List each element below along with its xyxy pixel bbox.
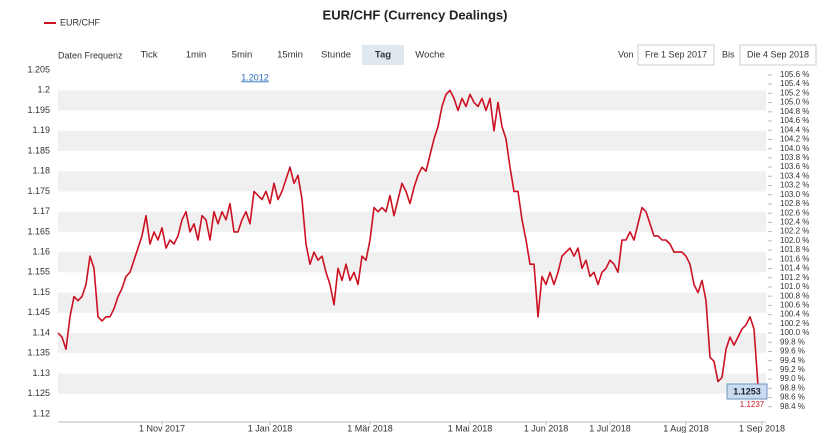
y2-tick-label: 100.4 %: [780, 310, 809, 319]
x-tick-label: 1 Sep 2018: [739, 423, 785, 433]
y2-tick-label: 103.6 %: [780, 162, 809, 171]
y2-tick-label: 101.0 %: [780, 282, 809, 291]
button[interactable]: Stunde: [321, 50, 351, 61]
button[interactable]: Woche: [415, 50, 444, 61]
low-label: 1.1237: [740, 400, 765, 409]
y2-tick-label: 104.8 %: [780, 107, 809, 116]
y2-tick-label: 99.8 %: [780, 337, 805, 346]
y2-tick-label: 104.6 %: [780, 116, 809, 125]
y2-tick-label: 101.4 %: [780, 264, 809, 273]
grid-bands: [58, 90, 766, 394]
y-tick-label: 1.145: [27, 307, 50, 317]
y2-tick-label: 104.4 %: [780, 125, 809, 134]
y2-tick-label: 99.4 %: [780, 356, 805, 365]
y2-tick-label: 102.8 %: [780, 199, 809, 208]
y2-tick-label: 103.2 %: [780, 181, 809, 190]
y2-tick-label: 103.4 %: [780, 171, 809, 180]
y2-tick-label: 102.2 %: [780, 227, 809, 236]
x-tick-label: 1 Mai 2018: [448, 423, 493, 433]
y-tick-label: 1.125: [27, 388, 50, 398]
to-date: Die 4 Sep 2018: [747, 49, 809, 59]
y2-tick-label: 105.0 %: [780, 98, 809, 107]
y2-tick-label: 104.0 %: [780, 144, 809, 153]
button-active-bg: [362, 45, 404, 65]
x-tick-label: 1 Mär 2018: [347, 423, 393, 433]
y2-tick-label: 100.2 %: [780, 319, 809, 328]
y-tick-label: 1.135: [27, 348, 50, 358]
to-input[interactable]: [739, 44, 817, 66]
price-box: [726, 383, 768, 400]
y2-tick-label: 99.2 %: [780, 365, 805, 374]
y2-tick-label: 99.6 %: [780, 347, 805, 356]
button[interactable]: 5min: [232, 50, 253, 61]
y2-tick-label: 99.0 %: [780, 374, 805, 383]
y-tick-label: 1.2: [37, 85, 50, 95]
y2-tick-label: 98.6 %: [780, 393, 805, 402]
grid-band: [58, 90, 766, 111]
grid-band: [58, 373, 766, 394]
y2-tick-label: 102.6 %: [780, 208, 809, 217]
chart-title: EUR/CHF (Currency Dealings): [323, 7, 508, 22]
frequency-buttons: Tick 1min 5min 15min Stunde Tag Woche: [140, 45, 445, 65]
button[interactable]: 15min: [277, 50, 303, 61]
y2-tick-label: 103.0 %: [780, 190, 809, 199]
y2-tick-label: 105.6 %: [780, 70, 809, 79]
to-label: Bis: [722, 49, 735, 59]
y2-tick-label: 102.4 %: [780, 218, 809, 227]
button[interactable]: 1min: [186, 50, 207, 61]
frequency-label: Daten Frequenz: [58, 50, 123, 60]
x-tick-label: 1 Nov 2017: [139, 423, 185, 433]
x-tick-label: 1 Jul 2018: [589, 423, 631, 433]
y2-tick-label: 102.0 %: [780, 236, 809, 245]
y-tick-label: 1.165: [27, 226, 50, 236]
y-tick-label: 1.16: [32, 246, 50, 256]
grid-band: [58, 130, 766, 151]
y2-tick-label: 105.2 %: [780, 88, 809, 97]
y-tick-label: 1.14: [32, 327, 50, 337]
y2-tick-label: 100.8 %: [780, 291, 809, 300]
y-tick-label: 1.18: [32, 166, 50, 176]
y2-tick-label: 98.4 %: [780, 402, 805, 411]
y2-tick-label: 100.0 %: [780, 328, 809, 337]
y-tick-label: 1.17: [32, 206, 50, 216]
y-tick-label: 1.15: [32, 287, 50, 297]
y2-tick-label: 100.6 %: [780, 300, 809, 309]
from-date: Fre 1 Sep 2017: [645, 49, 707, 59]
y2-tick-label: 101.2 %: [780, 273, 809, 282]
x-tick-label: 1 Jan 2018: [248, 423, 293, 433]
y2-tick-label: 98.8 %: [780, 383, 805, 392]
y-tick-label: 1.195: [27, 105, 50, 115]
legend-label[interactable]: EUR/CHF: [60, 17, 101, 27]
y2-tick-label: 101.6 %: [780, 254, 809, 263]
price-label: 1.1253: [733, 386, 761, 396]
y-tick-label: 1.12: [32, 408, 50, 418]
series-line: [57, 89, 767, 400]
x-tick-label: 1 Jun 2018: [524, 423, 569, 433]
button[interactable]: Tick: [140, 50, 157, 61]
y-tick-label: 1.13: [32, 368, 50, 378]
y2-tick-label: 104.2 %: [780, 135, 809, 144]
y-tick-label: 1.205: [27, 64, 50, 74]
y-tick-label: 1.175: [27, 186, 50, 196]
grid-band: [58, 252, 766, 273]
from-input[interactable]: [637, 44, 715, 66]
x-tick-label: 1 Aug 2018: [663, 423, 709, 433]
plot: 1.12 1.125 1.13 1.135 1.14 1.145 1.15 1.155 1.16…: [27, 64, 809, 433]
button-active[interactable]: Tag: [375, 50, 391, 61]
y2-tick-label: 105.4 %: [780, 79, 809, 88]
grid-band: [58, 292, 766, 313]
grid-band: [58, 171, 766, 192]
from-label: Von: [618, 49, 634, 59]
grid-band: [58, 211, 766, 232]
y-tick-label: 1.19: [32, 125, 50, 135]
y2-tick-label: 101.8 %: [780, 245, 809, 254]
y-tick-label: 1.155: [27, 267, 50, 277]
y2-tick-label: 103.8 %: [780, 153, 809, 162]
max-annotation: 1.2012: [241, 72, 269, 82]
y-tick-label: 1.185: [27, 145, 50, 155]
grid-band: [58, 333, 766, 354]
